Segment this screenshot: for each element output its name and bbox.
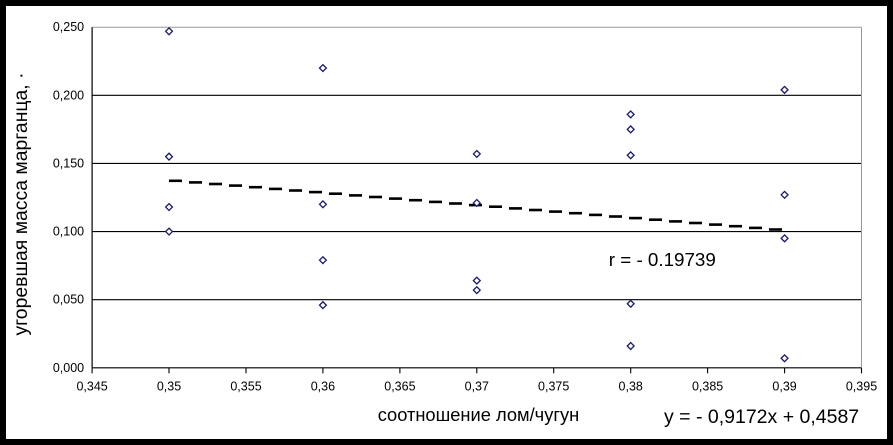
svg-text:0,375: 0,375: [538, 380, 569, 394]
svg-text:0,100: 0,100: [53, 225, 84, 239]
svg-text:0,385: 0,385: [692, 380, 723, 394]
svg-text:угоревшая масса марганца, ·: угоревшая масса марганца, ·: [10, 72, 32, 335]
svg-text:0,37: 0,37: [465, 380, 489, 394]
svg-text:0,35: 0,35: [157, 380, 181, 394]
svg-text:0,365: 0,365: [384, 380, 415, 394]
svg-text:0,39: 0,39: [772, 380, 796, 394]
svg-text:y = - 0,9172x + 0,4587: y = - 0,9172x + 0,4587: [664, 406, 859, 428]
svg-text:0,150: 0,150: [53, 156, 84, 170]
svg-text:r = - 0.19739: r = - 0.19739: [609, 249, 716, 270]
svg-text:0,200: 0,200: [53, 88, 84, 102]
svg-text:0,345: 0,345: [76, 380, 107, 394]
svg-text:0,395: 0,395: [846, 380, 877, 394]
svg-text:0,36: 0,36: [311, 380, 335, 394]
svg-text:0,050: 0,050: [53, 293, 84, 307]
svg-text:соотношение лом/чугун: соотношение лом/чугун: [378, 404, 580, 425]
svg-text:0,250: 0,250: [53, 20, 84, 34]
svg-text:0,000: 0,000: [53, 361, 84, 375]
svg-text:0,38: 0,38: [619, 380, 643, 394]
svg-text:0,355: 0,355: [230, 380, 261, 394]
